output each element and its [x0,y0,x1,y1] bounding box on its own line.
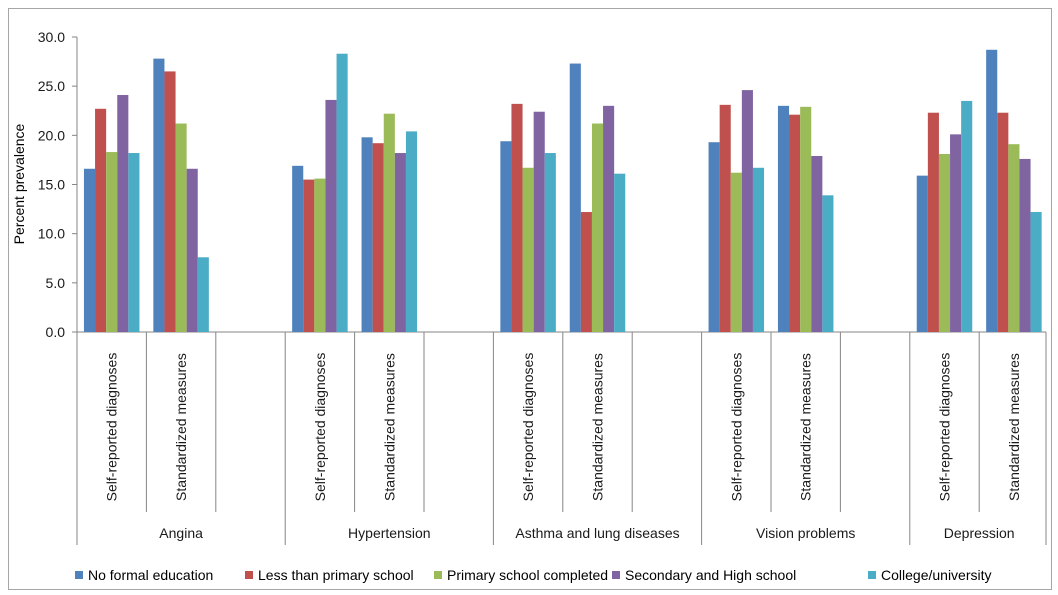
bar [522,167,534,332]
y-tick-label: 20.0 [38,127,65,143]
chart-frame [8,8,1052,590]
legend-item: Secondary and High school [612,567,796,583]
bar [361,137,373,332]
subcategory-label: Standardized measures [1006,353,1022,501]
group-label: Angina [159,525,203,541]
bar [303,179,315,332]
bar [175,123,187,333]
bar [336,53,348,332]
legend-label: No formal education [88,567,213,583]
bar [916,175,928,332]
bar [1019,158,1031,332]
bar [511,103,523,332]
subcategory-label: Standardized measures [798,353,814,501]
bar [822,195,834,332]
bar [950,134,962,332]
axes [76,37,1047,545]
bar [752,167,765,332]
bar [405,131,418,332]
legend-swatch [868,571,876,579]
bar [603,105,615,332]
subcategory-label: Self-reported diagnoses [104,353,120,502]
y-tick-label: 0.0 [46,324,66,340]
bar [1030,212,1042,332]
bar [789,114,801,332]
bar [83,168,96,332]
bar [997,112,1009,332]
bar [383,113,395,332]
legend-swatch [612,571,620,579]
bar [106,152,118,332]
bars [83,49,1042,333]
y-tick-label: 15.0 [38,177,65,193]
legend-label: Primary school completed [447,567,608,583]
bar [730,172,742,332]
bar [372,143,384,332]
y-tick-label: 25.0 [38,78,65,94]
bar [591,123,604,333]
bar [708,142,720,332]
group-label: Vision problems [756,525,855,541]
bar [153,58,165,333]
bar [117,95,129,333]
bar [128,153,140,332]
legend-item: No formal education [75,567,213,583]
legend-item: College/university [868,567,992,583]
legend-item: Less than primary school [245,567,414,583]
y-axis-label: Percent prevalence [11,123,27,244]
subcategory-label: Self-reported diagnoses [728,353,744,502]
group-label: Hypertension [348,525,431,541]
subcategory-label: Self-reported diagnoses [937,353,953,502]
bar [986,49,998,333]
legend-label: College/university [881,567,992,583]
legend-label: Less than primary school [258,567,414,583]
y-axis-ticks: 0.0 5.0 10.0 15.0 20.0 25.0 30.0 [38,29,77,340]
bar [292,165,304,332]
bar [186,168,198,332]
bar [614,173,626,332]
legend: No formal education Less than primary sch… [75,567,992,583]
subcategory-label: Standardized measures [173,353,189,501]
subcategory-label: Standardized measures [381,353,397,501]
bar [719,104,731,332]
group-label: Depression [944,525,1015,541]
bar [544,153,556,332]
bar [580,212,592,332]
bar [811,155,823,332]
bar [164,71,176,333]
y-tick-label: 5.0 [46,275,66,291]
subcategory-label: Self-reported diagnoses [520,353,536,502]
bar [394,153,406,332]
bar [938,154,951,332]
subcategory-label: Standardized measures [590,353,606,501]
legend-swatch [434,571,442,579]
legend-swatch [245,571,253,579]
y-tick-label: 10.0 [38,226,65,242]
bar [961,100,973,333]
bar [1008,144,1020,332]
bar [777,105,790,332]
legend-item: Primary school completed [434,567,608,583]
bar [95,108,107,333]
bar [927,112,939,332]
legend-swatch [75,571,83,579]
category-labels: Self-reported diagnoses Standardized meas… [104,353,1022,541]
bar [533,111,545,332]
legend-label: Secondary and High school [625,567,796,583]
bar [569,63,581,333]
bar [741,90,753,332]
bar [197,257,209,332]
y-tick-label: 30.0 [38,29,65,45]
subcategory-label: Self-reported diagnoses [312,353,328,502]
bar [314,178,326,332]
bar [325,99,337,332]
bar [500,141,512,332]
bar [800,106,812,332]
group-label: Asthma and lung diseases [515,525,679,541]
